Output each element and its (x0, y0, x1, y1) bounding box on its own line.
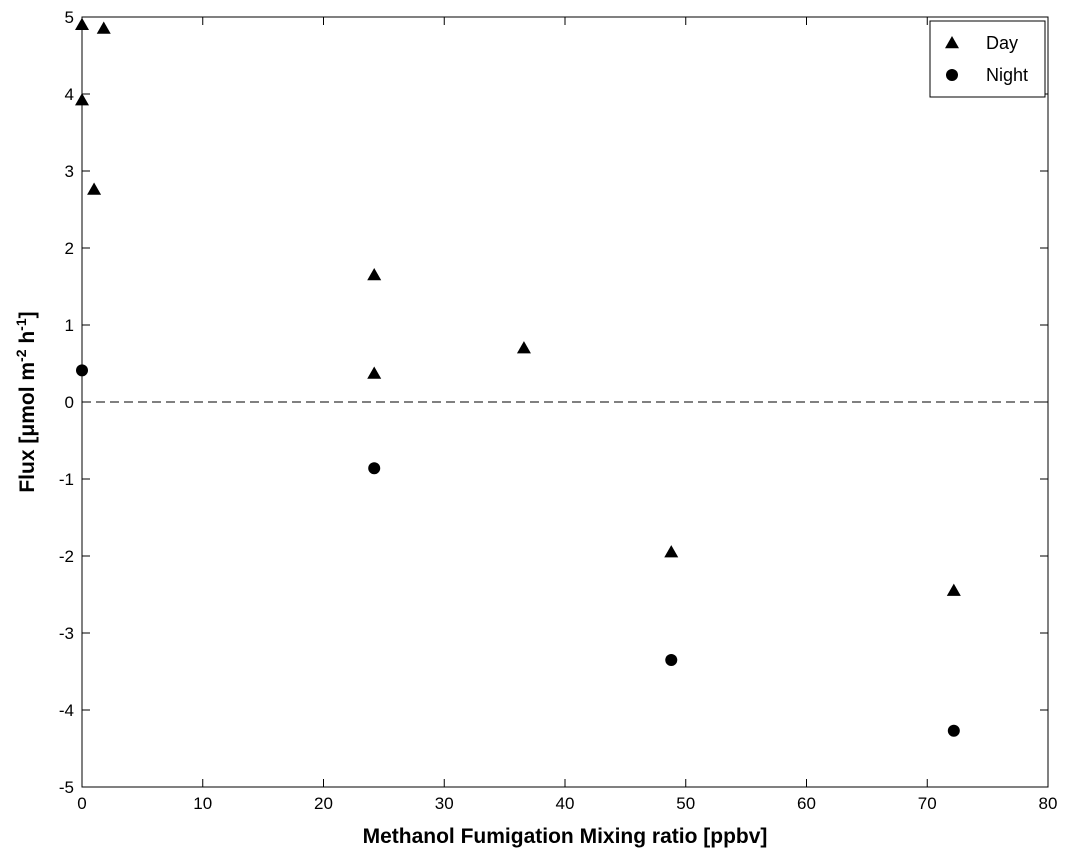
x-tick-label: 10 (193, 794, 212, 813)
y-tick-label: -1 (59, 470, 74, 489)
day-point (367, 267, 382, 281)
night-point (947, 724, 960, 737)
x-tick-label: 70 (918, 794, 937, 813)
x-tick-label: 30 (435, 794, 454, 813)
x-tick-label: 80 (1039, 794, 1058, 813)
day-point (75, 93, 89, 106)
day-point (367, 366, 382, 379)
data-points (75, 17, 961, 737)
y-axis-title-part: h (16, 331, 39, 350)
x-axis-title: Methanol Fumigation Mixing ratio [ppbv] (363, 825, 768, 848)
day-point (664, 545, 679, 558)
day-point (946, 583, 961, 596)
y-axis-title-part: Flux [ (16, 437, 39, 493)
y-tick-label: -4 (59, 701, 74, 720)
night-legend-marker (946, 69, 958, 81)
x-tick-label: 50 (676, 794, 695, 813)
night-point (368, 462, 381, 475)
x-tick-label: 20 (314, 794, 333, 813)
y-tick-label: 0 (65, 393, 74, 412)
night-legend-label: Night (986, 65, 1028, 85)
x-tick-label: 0 (77, 794, 86, 813)
legend: Day Night (929, 20, 1046, 98)
y-tick-label: -3 (59, 624, 74, 643)
y-axis-title-part: -2 (13, 349, 29, 362)
y-tick-label: 3 (65, 162, 74, 181)
y-axis-title-part: ] (16, 311, 39, 318)
x-tick-label: 40 (556, 794, 575, 813)
day-point (75, 17, 89, 30)
night-point (665, 653, 678, 666)
y-tick-label: 4 (65, 85, 74, 104)
y-tick-label: 5 (65, 8, 74, 27)
y-axis-title: Flux [μmol m-2 h-1] (13, 311, 39, 492)
y-axis-title-part: μ (16, 424, 39, 437)
axes: 0 10 20 30 40 50 60 70 80 -5 -4 -3 -2 -1 0 1 2 3 4 5 (59, 8, 1058, 813)
day-point (87, 182, 102, 195)
y-tick-label: -2 (59, 547, 74, 566)
y-axis-title-part: -1 (13, 318, 29, 331)
y-tick-label: 2 (65, 239, 74, 258)
night-point (76, 364, 88, 377)
legend-box (929, 20, 1046, 98)
y-tick-label: -5 (59, 778, 74, 797)
y-tick-label: 1 (65, 316, 74, 335)
day-point (96, 21, 111, 34)
day-point (516, 341, 531, 354)
y-axis-title-part: mol m (16, 362, 39, 424)
day-legend-marker (945, 36, 959, 49)
day-legend-label: Day (986, 33, 1018, 53)
x-tick-label: 60 (797, 794, 816, 813)
